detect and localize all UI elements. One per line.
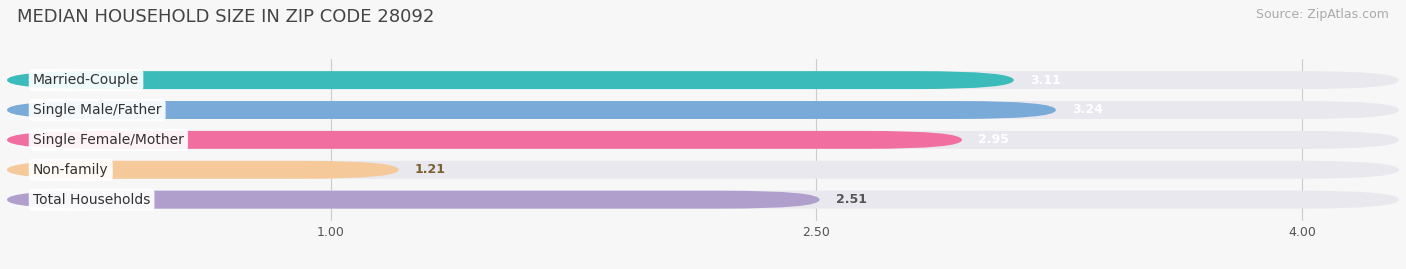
Text: 2.95: 2.95: [979, 133, 1010, 146]
FancyBboxPatch shape: [7, 101, 1399, 119]
FancyBboxPatch shape: [7, 191, 820, 209]
Text: Single Male/Father: Single Male/Father: [32, 103, 162, 117]
Text: MEDIAN HOUSEHOLD SIZE IN ZIP CODE 28092: MEDIAN HOUSEHOLD SIZE IN ZIP CODE 28092: [17, 8, 434, 26]
FancyBboxPatch shape: [7, 131, 962, 149]
Text: Total Households: Total Households: [32, 193, 150, 207]
Text: Source: ZipAtlas.com: Source: ZipAtlas.com: [1256, 8, 1389, 21]
FancyBboxPatch shape: [7, 131, 1399, 149]
Text: Non-family: Non-family: [32, 163, 108, 177]
FancyBboxPatch shape: [7, 101, 1056, 119]
Text: 3.11: 3.11: [1031, 74, 1060, 87]
FancyBboxPatch shape: [7, 191, 1399, 209]
FancyBboxPatch shape: [7, 161, 1399, 179]
FancyBboxPatch shape: [7, 71, 1014, 89]
FancyBboxPatch shape: [7, 161, 399, 179]
Text: Single Female/Mother: Single Female/Mother: [32, 133, 184, 147]
Text: 3.24: 3.24: [1071, 104, 1102, 116]
Text: 2.51: 2.51: [835, 193, 866, 206]
Text: 1.21: 1.21: [415, 163, 446, 176]
Text: Married-Couple: Married-Couple: [32, 73, 139, 87]
FancyBboxPatch shape: [7, 71, 1399, 89]
